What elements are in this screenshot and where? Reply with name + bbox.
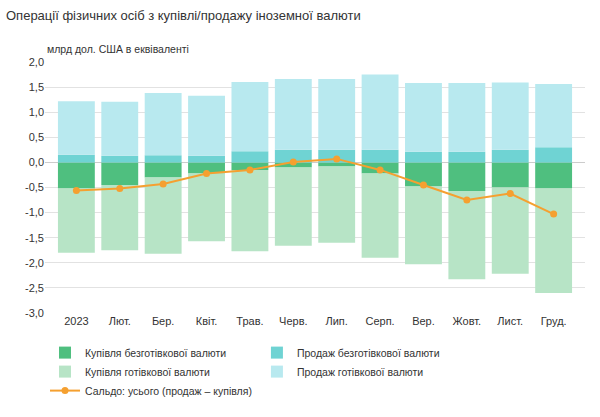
svg-text:Лип.: Лип.	[325, 315, 347, 327]
svg-text:Жовт.: Жовт.	[453, 315, 482, 327]
svg-text:Продаж готівкової валюти: Продаж готівкової валюти	[297, 366, 423, 378]
svg-text:-2,0: -2,0	[25, 257, 44, 269]
svg-text:Черв.: Черв.	[279, 315, 307, 327]
svg-text:Сальдо: усього (продаж – купів: Сальдо: усього (продаж – купівля)	[85, 385, 252, 397]
svg-text:Продаж безготівкової валюти: Продаж безготівкової валюти	[297, 347, 440, 359]
svg-text:Вер.: Вер.	[412, 315, 435, 327]
svg-text:Груд.: Груд.	[541, 315, 567, 327]
svg-text:0,5: 0,5	[29, 131, 44, 143]
svg-text:0,0: 0,0	[29, 156, 44, 168]
svg-text:2,0: 2,0	[29, 56, 44, 68]
svg-text:млрд дол. США в еквіваленті: млрд дол. США в еквіваленті	[47, 43, 189, 55]
svg-text:Трав.: Трав.	[236, 315, 263, 327]
svg-text:Лист.: Лист.	[497, 315, 523, 327]
svg-text:Купівля безготівкової валюти: Купівля безготівкової валюти	[85, 347, 226, 359]
svg-text:Купівля готівкової валюти: Купівля готівкової валюти	[85, 366, 210, 378]
svg-text:-3,0: -3,0	[25, 307, 44, 319]
svg-text:-2,5: -2,5	[25, 282, 44, 294]
svg-text:Лют.: Лют.	[109, 315, 131, 327]
svg-text:1,5: 1,5	[29, 81, 44, 93]
svg-text:2023: 2023	[64, 315, 88, 327]
svg-text:Серп.: Серп.	[365, 315, 394, 327]
svg-text:-0,5: -0,5	[25, 181, 44, 193]
svg-text:1,0: 1,0	[29, 106, 44, 118]
svg-text:Бер.: Бер.	[152, 315, 175, 327]
svg-text:Операції фізичних осіб з купів: Операції фізичних осіб з купівлі/продажу…	[6, 8, 361, 23]
svg-text:Квіт.: Квіт.	[196, 315, 218, 327]
svg-text:-1,5: -1,5	[25, 232, 44, 244]
svg-text:-1,0: -1,0	[25, 206, 44, 218]
